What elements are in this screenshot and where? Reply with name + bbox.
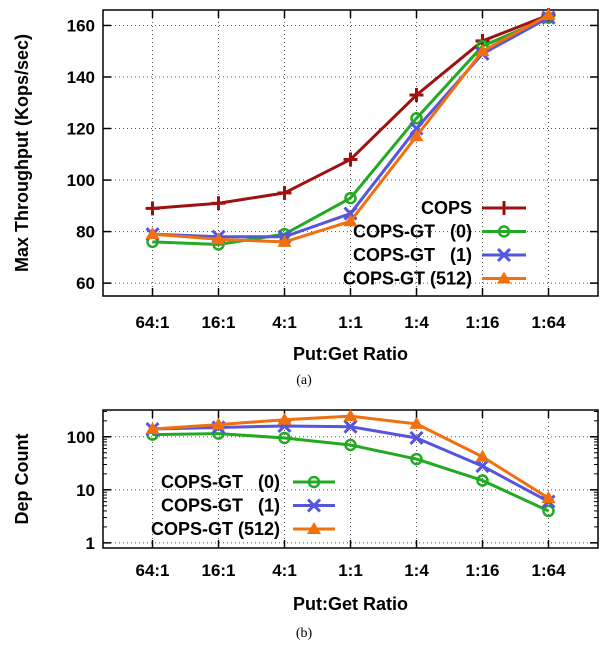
chart-1-x-tick-label: 1:64 [531, 313, 566, 332]
chart-2-data-point [475, 449, 490, 462]
chart-2-y-axis-title: Dep Count [12, 434, 32, 525]
chart-2-data-point [145, 422, 160, 435]
chart-2-y-tick-label: 100 [67, 428, 95, 447]
chart-1-data-point [211, 196, 226, 211]
chart-1-legend-marker [496, 247, 512, 263]
chart-1-x-tick-label: 1:16 [465, 313, 499, 332]
chart-2-data-point [409, 430, 424, 446]
chart-1-data-point [344, 191, 357, 205]
chart-1-data-point [475, 44, 490, 57]
chart-2-data-point [344, 438, 357, 452]
chart-1-x-tick-label: 1:4 [404, 313, 429, 332]
chart-2-data-point [343, 409, 358, 422]
chart-2-series-line [152, 432, 550, 513]
chart-1-data-point [277, 234, 292, 247]
chart-2-x-axis-title: Put:Get Ratio [293, 594, 408, 614]
chart-1-y-axis-title: Max Throughput (Kops/sec) [12, 34, 32, 272]
chart-1-data-point [541, 8, 556, 21]
chart-1-data-point [145, 201, 160, 216]
chart-2-y-tick-label: 10 [76, 481, 95, 500]
chart-1-y-tick-label: 120 [67, 120, 95, 139]
chart-2-x-tick-label: 16:1 [201, 561, 235, 580]
chart-1-legend-label: COPS-GT (0) [353, 222, 472, 242]
chart-2-data-point [476, 474, 489, 487]
chart-2-data-point [410, 452, 423, 466]
chart-2-y-tick-label: 1 [86, 534, 95, 553]
chart-1-y-tick-label: 100 [67, 171, 95, 190]
chart-2-x-tick-label: 1:64 [531, 561, 566, 580]
chart-1-x-tick-label: 64:1 [135, 313, 169, 332]
chart-2-data-point [409, 416, 424, 429]
chart-2-x-tick-label: 1:4 [404, 561, 429, 580]
chart-1-data-point [409, 88, 424, 103]
chart-2-data-point [277, 412, 292, 425]
chart-1-x-tick-label: 16:1 [201, 313, 235, 332]
chart-1-legend-label: COPS-GT (1) [353, 245, 472, 265]
chart-1-legend-marker [497, 271, 511, 284]
chart-1-y-tick-label: 60 [76, 274, 95, 293]
chart-1-data-point [211, 232, 226, 245]
chart-2-data-point [542, 504, 555, 518]
chart-2-legend-marker [306, 498, 322, 513]
chart-1-data-point [410, 111, 423, 125]
chart-2-x-tick-label: 4:1 [272, 561, 297, 580]
chart-1-x-tick-label: 1:1 [338, 313, 363, 332]
chart-1-legend-marker [497, 225, 511, 238]
chart-2-x-tick-label: 1:16 [465, 561, 499, 580]
chart-1-data-point [343, 152, 358, 167]
chart-2-legend-marker [307, 522, 321, 534]
chart-1-y-tick-label: 160 [67, 16, 95, 35]
chart-2-data-point [343, 419, 358, 434]
chart-1-data-point [409, 129, 424, 142]
chart-2-caption: (b) [296, 626, 313, 641]
chart-1-legend-marker [497, 201, 511, 215]
chart-1-caption: (a) [296, 373, 312, 388]
chart-1-legend-label: COPS [421, 198, 472, 218]
chart-2-data-point [541, 491, 556, 504]
chart-2-data-point [278, 431, 291, 445]
chart-1-x-tick-label: 4:1 [272, 313, 297, 332]
chart-1-y-tick-label: 140 [67, 68, 95, 87]
chart-1-data-point [343, 214, 358, 227]
chart-1-y-tick-label: 80 [76, 223, 95, 242]
chart-1-legend-label: COPS-GT (512) [343, 269, 472, 289]
chart-2-legend-marker [307, 475, 321, 489]
chart-2-data-point [211, 417, 226, 430]
chart-1-plot-frame [102, 9, 599, 297]
chart-2-legend-label: COPS-GT (1) [161, 496, 280, 516]
chart-1-data-point [145, 227, 160, 240]
chart-2-legend-label: COPS-GT (512) [151, 519, 280, 539]
chart-2-x-tick-label: 64:1 [135, 561, 169, 580]
chart-2-x-tick-label: 1:1 [338, 561, 363, 580]
chart-2-data-point [475, 459, 490, 474]
chart-2-legend-label: COPS-GT (0) [161, 472, 280, 492]
chart-1-data-point [277, 185, 292, 200]
chart-1-x-axis-title: Put:Get Ratio [293, 344, 408, 364]
